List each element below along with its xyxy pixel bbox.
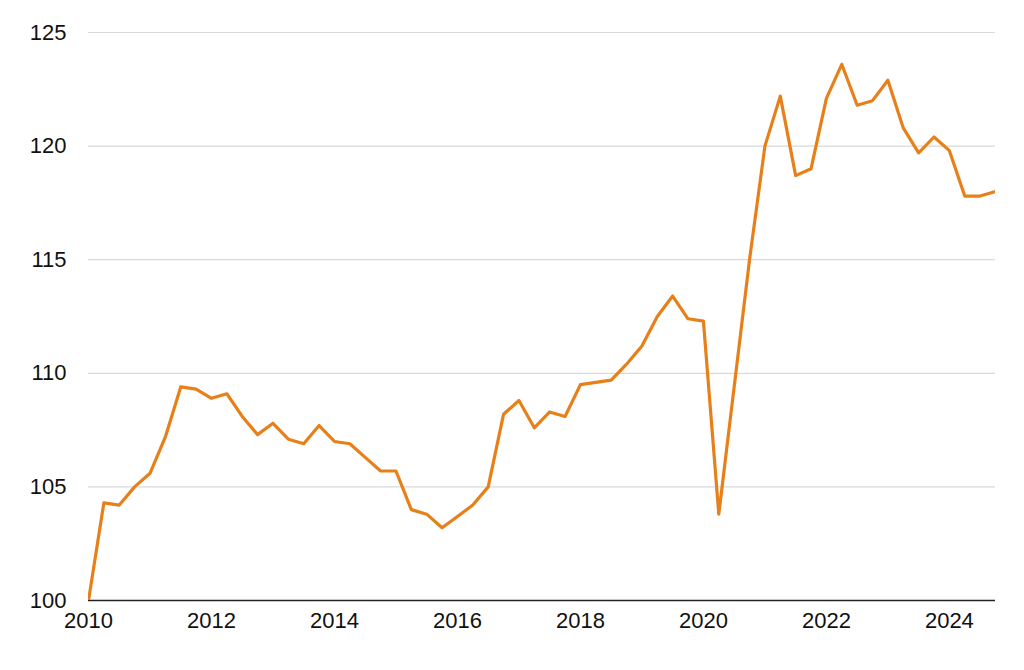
svg-text:115: 115 (31, 247, 66, 272)
svg-text:2024: 2024 (925, 608, 974, 633)
svg-text:120: 120 (30, 133, 67, 158)
svg-text:2020: 2020 (679, 608, 728, 633)
svg-text:2010: 2010 (64, 608, 113, 633)
svg-text:110: 110 (31, 360, 66, 385)
svg-text:2018: 2018 (556, 608, 605, 633)
svg-text:100: 100 (30, 588, 67, 613)
svg-text:105: 105 (30, 474, 67, 499)
svg-text:2014: 2014 (310, 608, 359, 633)
svg-text:2016: 2016 (433, 608, 482, 633)
svg-text:2022: 2022 (802, 608, 851, 633)
svg-text:2012: 2012 (187, 608, 236, 633)
svg-text:125: 125 (30, 20, 67, 45)
